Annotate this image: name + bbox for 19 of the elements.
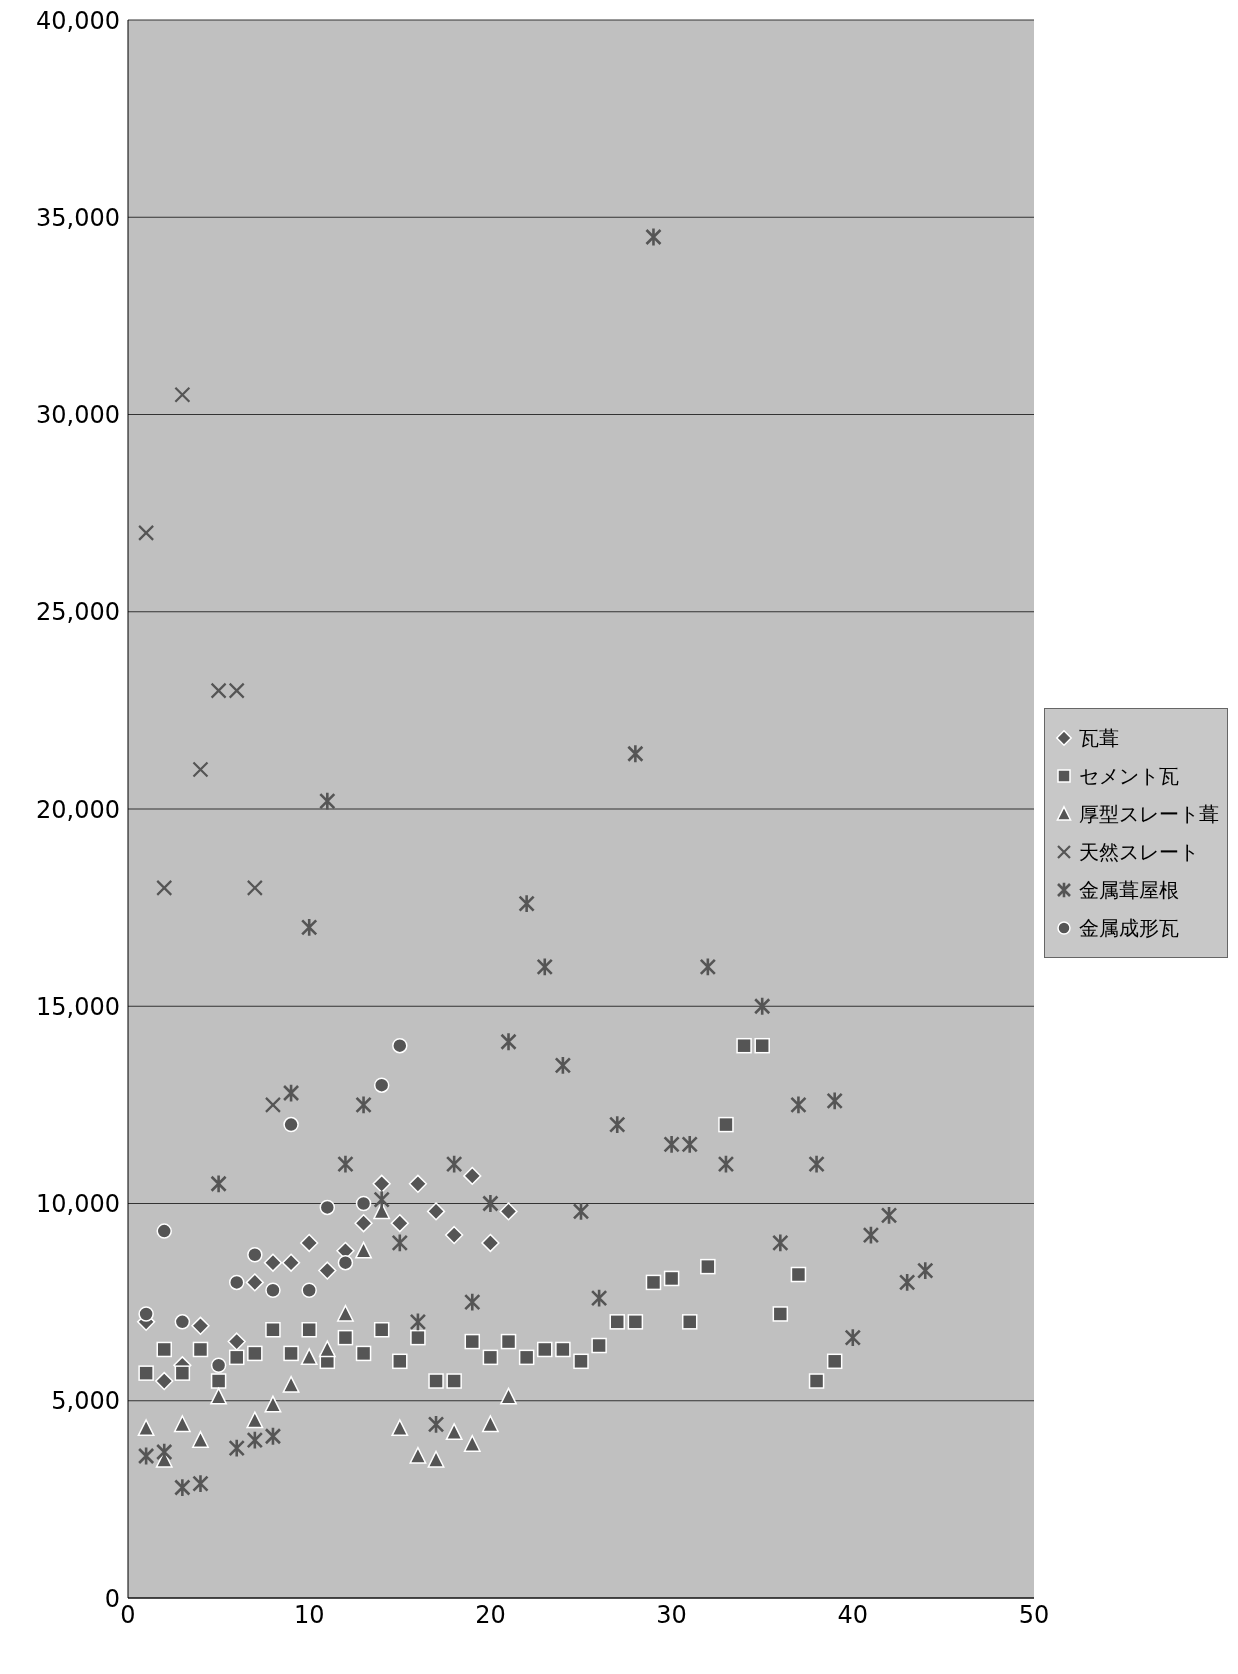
legend-label: 天然スレート [1079,838,1199,866]
y-tick-label: 30,000 [36,401,120,430]
legend-label: セメント瓦 [1079,762,1179,790]
y-tick-label: 15,000 [36,992,120,1021]
x-tick-label: 40 [837,1601,869,1630]
x-tick-label: 20 [475,1601,506,1630]
y-tick-label: 35,000 [36,203,120,232]
y-tick-label: 40,000 [36,6,120,35]
x-tick-label: 50 [1018,1601,1050,1630]
y-tick-label: 5,000 [51,1387,120,1416]
legend-label: 瓦葺 [1079,724,1119,752]
legend-label: 厚型スレート葺 [1079,800,1219,828]
legend-label: 金属成形瓦 [1079,914,1179,942]
x-tick-label: 30 [656,1601,687,1630]
y-tick-label: 10,000 [36,1190,120,1219]
x-tick-label: 10 [293,1601,325,1630]
legend-label: 金属葺屋根 [1079,876,1179,904]
y-tick-label: 25,000 [36,598,120,627]
y-tick-label: 20,000 [36,795,120,824]
